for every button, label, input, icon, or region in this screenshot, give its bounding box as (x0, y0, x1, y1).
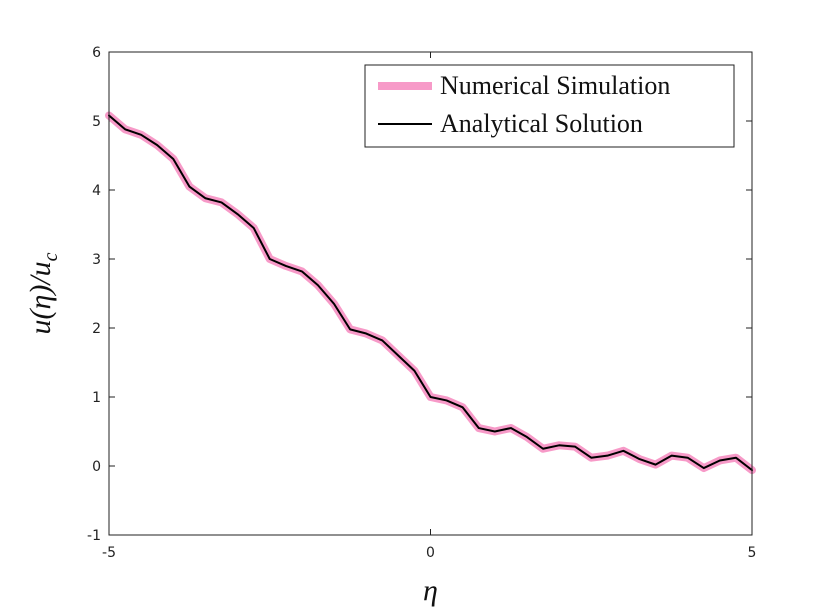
series-line (108, 114, 753, 472)
y-tick-label: 2 (92, 321, 101, 337)
y-tick-label: 6 (92, 45, 101, 61)
legend-box (364, 64, 735, 148)
legend-label: Numerical Simulation (440, 71, 670, 100)
x-tick-label: 0 (426, 545, 435, 561)
y-axis-label: u(η)/uc (24, 252, 62, 334)
y-tick-label: 5 (92, 114, 101, 130)
plot-frame (108, 51, 753, 536)
x-tick-label: 5 (748, 545, 757, 561)
y-tick-label: -1 (87, 528, 101, 544)
x-axis-label: η (423, 574, 438, 607)
y-tick-label: 1 (92, 390, 101, 406)
y-tick-label: 0 (92, 459, 101, 475)
legend-label: Analytical Solution (440, 109, 643, 138)
y-tick-label: 3 (92, 252, 101, 268)
x-tick-label: -5 (102, 545, 116, 561)
y-tick-label: 4 (92, 183, 101, 199)
